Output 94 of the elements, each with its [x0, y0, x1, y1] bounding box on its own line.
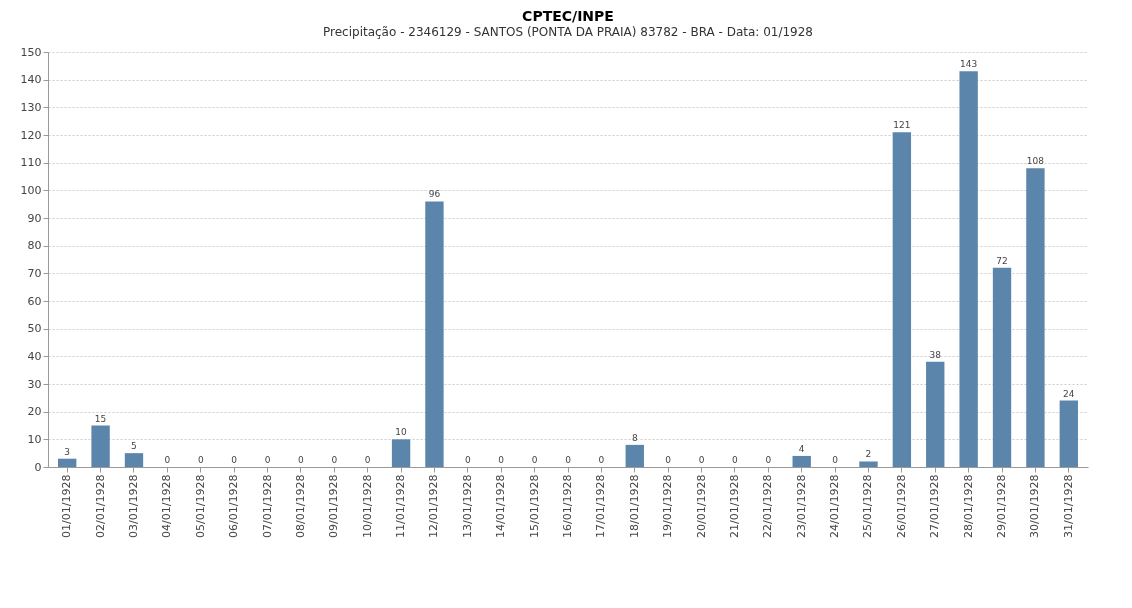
y-tick-label: 110	[20, 156, 42, 170]
data-label: 0	[832, 455, 839, 465]
x-tick-label: 08/01/1928	[293, 474, 307, 538]
x-tick-label: 10/01/1928	[360, 474, 374, 538]
x-tick-label: 07/01/1928	[260, 474, 274, 538]
data-label: 4	[798, 443, 805, 454]
data-label: 0	[598, 455, 605, 465]
bar	[1026, 168, 1045, 467]
data-label: 8	[631, 432, 638, 443]
y-tick-label: 80	[27, 239, 42, 253]
y-tick-label: 50	[27, 322, 42, 336]
x-tick-label: 15/01/1928	[527, 474, 541, 538]
data-label: 0	[732, 455, 739, 465]
bar	[792, 455, 811, 467]
data-label: 15	[94, 413, 107, 424]
data-label: 10	[395, 427, 408, 438]
x-tick-label: 06/01/1928	[227, 474, 241, 538]
bar	[859, 461, 878, 467]
bar	[926, 361, 945, 467]
x-tick-label: 17/01/1928	[594, 474, 608, 538]
data-label: 0	[765, 455, 772, 465]
bar	[124, 453, 144, 467]
data-label: 0	[498, 455, 505, 465]
data-label: 0	[298, 455, 305, 465]
data-label: 0	[698, 455, 705, 465]
data-label: 38	[929, 349, 942, 360]
x-tick-label: 28/01/1928	[961, 474, 975, 538]
x-tick-label: 12/01/1928	[427, 474, 441, 538]
y-tick-label: 10	[27, 432, 42, 446]
data-label: 5	[131, 441, 137, 452]
x-tick-label: 14/01/1928	[494, 474, 508, 538]
data-label: 0	[164, 455, 171, 465]
data-label: 0	[665, 455, 672, 465]
x-tick-label: 09/01/1928	[327, 474, 341, 538]
x-tick-label: 11/01/1928	[394, 474, 408, 538]
bar	[91, 425, 110, 467]
data-label: 0	[565, 455, 572, 465]
chart-subtitle: Precipitação - 2346129 - SANTOS (PONTA DA PRAIA) 83782 - BRA - Data: 01/1928	[322, 25, 814, 39]
data-label: 0	[364, 455, 371, 465]
y-tick-label: 130	[20, 100, 42, 114]
y-tick-label: 120	[20, 128, 42, 142]
bar	[425, 201, 444, 467]
data-label: 108	[1026, 156, 1045, 167]
x-tick-label: 23/01/1928	[794, 474, 808, 538]
data-label: 0	[231, 455, 238, 465]
data-label: 0	[531, 455, 538, 465]
x-tick-label: 27/01/1928	[928, 474, 942, 538]
x-tick-label: 05/01/1928	[193, 474, 207, 538]
y-tick-label: 40	[27, 349, 42, 363]
x-tick-label: 29/01/1928	[995, 474, 1009, 538]
data-label: 0	[197, 455, 204, 465]
bar	[959, 71, 978, 467]
x-tick-label: 03/01/1928	[126, 474, 140, 538]
bar	[58, 458, 77, 467]
x-tick-label: 22/01/1928	[761, 474, 775, 538]
x-tick-label: 04/01/1928	[160, 474, 174, 538]
x-tick-label: 16/01/1928	[561, 474, 574, 538]
y-tick-label: 70	[27, 266, 42, 280]
bar	[625, 444, 644, 467]
x-tick-label: 18/01/1928	[627, 474, 641, 538]
y-tick-label: 30	[27, 377, 42, 391]
y-tick-label: 20	[27, 405, 42, 419]
data-label: 0	[264, 455, 271, 465]
x-tick-label: 30/01/1928	[1028, 474, 1042, 538]
x-tick-label: 02/01/1928	[93, 474, 107, 538]
data-label: 0	[331, 455, 338, 465]
bar	[391, 439, 411, 467]
data-label: 121	[893, 120, 911, 131]
x-tick-label: 01/01/1928	[60, 474, 74, 538]
y-tick-label: 60	[27, 294, 42, 308]
x-tick-label: 31/01/1928	[1061, 474, 1075, 538]
y-tick-label: 90	[27, 211, 42, 225]
chart-title: CPTEC/INPE	[522, 8, 614, 24]
data-label: 2	[865, 449, 872, 460]
bar	[1059, 400, 1078, 467]
x-tick-label: 20/01/1928	[694, 474, 708, 538]
x-tick-label: 25/01/1928	[861, 474, 875, 538]
data-label: 24	[1063, 388, 1075, 399]
bar	[992, 267, 1012, 467]
y-tick-label: 140	[20, 73, 42, 87]
data-label: 3	[64, 446, 71, 457]
bar	[892, 132, 912, 467]
y-tick-label: 0	[34, 460, 42, 474]
x-tick-label: 26/01/1928	[894, 474, 908, 538]
data-label: 96	[428, 189, 441, 200]
x-tick-label: 24/01/1928	[828, 474, 842, 538]
data-label: 0	[464, 455, 471, 465]
y-tick-label: 150	[20, 45, 42, 59]
data-label: 72	[996, 255, 1008, 266]
x-tick-label: 19/01/1928	[661, 474, 675, 538]
x-tick-label: 21/01/1928	[727, 474, 741, 538]
y-tick-label: 100	[20, 183, 42, 197]
x-tick-label: 13/01/1928	[460, 474, 474, 538]
data-label: 143	[960, 59, 978, 70]
